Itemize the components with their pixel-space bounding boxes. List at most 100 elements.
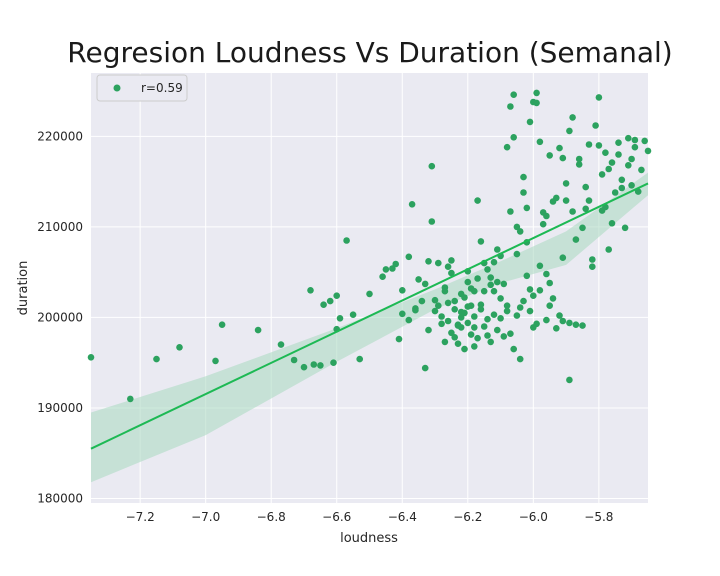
data-point — [428, 162, 436, 170]
data-point — [595, 142, 603, 149]
data-point — [444, 263, 452, 271]
data-point — [562, 180, 570, 187]
data-point — [608, 220, 616, 227]
legend: r=0.59 — [96, 74, 188, 102]
data-point — [218, 321, 226, 329]
data-point — [444, 317, 452, 325]
data-point — [559, 254, 567, 261]
data-point — [490, 258, 498, 266]
data-point — [608, 159, 616, 166]
data-point — [474, 334, 481, 342]
data-point — [631, 136, 639, 144]
data-point — [464, 278, 472, 286]
data-point — [533, 89, 540, 97]
data-point — [618, 176, 626, 184]
data-point — [539, 220, 547, 228]
data-point — [549, 295, 557, 302]
data-point — [395, 335, 403, 343]
data-point — [549, 198, 557, 205]
data-point — [641, 137, 648, 145]
data-point — [566, 127, 573, 135]
data-point — [546, 152, 553, 159]
data-point — [516, 355, 524, 363]
data-point — [254, 326, 262, 334]
x-tick-label: −7.0 — [191, 510, 220, 524]
x-tick-label: −5.8 — [584, 510, 613, 524]
data-point — [605, 246, 612, 253]
data-point — [602, 149, 609, 156]
confidence-band — [91, 172, 648, 483]
data-point — [618, 184, 626, 192]
data-point — [605, 165, 612, 173]
data-point — [566, 376, 573, 384]
data-point — [441, 338, 449, 346]
data-point — [451, 306, 459, 313]
data-point — [317, 362, 324, 369]
data-point — [516, 228, 524, 235]
data-point — [582, 205, 589, 213]
data-point — [399, 310, 406, 318]
y-tick-label: 180000 — [37, 491, 83, 505]
y-tick-label: 210000 — [37, 220, 83, 234]
data-point — [405, 253, 413, 261]
data-point — [418, 297, 426, 305]
y-axis-label: duration — [16, 261, 31, 316]
data-point — [572, 321, 580, 329]
data-point — [523, 272, 531, 280]
legend-marker — [113, 84, 121, 92]
data-point — [431, 307, 439, 315]
data-point — [356, 355, 364, 363]
data-point — [330, 359, 337, 367]
data-point — [127, 395, 134, 403]
data-point — [471, 313, 478, 320]
data-point — [543, 316, 550, 324]
data-point — [589, 263, 596, 271]
data-point — [628, 155, 635, 163]
data-point — [513, 250, 521, 258]
data-point — [520, 173, 527, 181]
data-point — [425, 258, 432, 265]
x-axis-label: loudness — [340, 531, 398, 546]
data-point — [628, 182, 635, 189]
data-point — [480, 323, 488, 330]
data-point — [523, 204, 531, 212]
data-point — [438, 313, 445, 320]
data-point — [471, 287, 478, 295]
data-point — [415, 276, 422, 283]
data-point — [497, 295, 504, 302]
data-point — [562, 197, 570, 204]
data-point — [277, 341, 285, 348]
data-point — [585, 197, 593, 204]
data-point — [520, 189, 527, 196]
data-point — [441, 287, 449, 295]
data-point — [477, 306, 485, 313]
data-point — [405, 316, 413, 324]
data-point — [435, 259, 442, 267]
data-point — [326, 297, 334, 305]
data-point — [333, 292, 341, 300]
data-point — [575, 161, 583, 168]
data-point — [598, 171, 606, 178]
data-point — [585, 141, 593, 148]
data-point — [536, 287, 544, 294]
data-point — [615, 139, 622, 146]
data-point — [569, 114, 576, 121]
data-point — [503, 302, 511, 310]
data-point — [320, 301, 327, 309]
data-point — [307, 287, 314, 294]
data-point — [546, 302, 553, 310]
x-tick-labels: −7.2 −7.0 −6.8 −6.6 −6.4 −6.2 −6.0 −5.8 — [126, 510, 614, 524]
data-point — [507, 208, 514, 215]
data-point — [536, 138, 544, 146]
data-point — [530, 292, 537, 300]
data-point — [553, 325, 560, 332]
x-tick-label: −7.2 — [126, 510, 155, 524]
data-point — [589, 256, 596, 263]
data-point — [575, 155, 583, 163]
data-point — [533, 99, 540, 107]
regression-line — [90, 182, 649, 450]
data-point — [461, 345, 468, 353]
data-point — [451, 297, 459, 305]
data-point — [494, 278, 501, 286]
data-point — [625, 162, 632, 169]
